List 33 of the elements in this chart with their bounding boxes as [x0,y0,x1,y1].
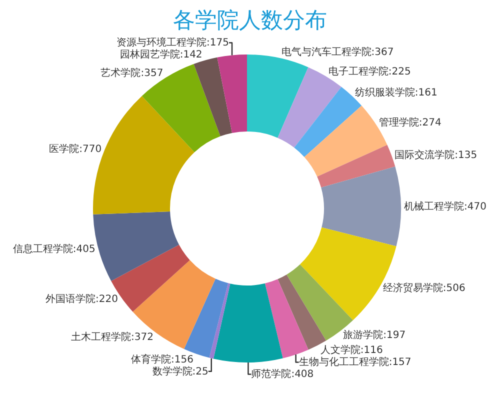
donut-slice [93,211,180,281]
donut-slice [317,144,396,188]
slice-label: 经济贸易学院:506 [382,282,466,294]
slice-label: 人文学院:116 [320,344,383,356]
donut-slice [304,106,388,177]
slice-label: 体育学院:156 [131,353,194,366]
slice-label: 资源与环境工程学院:175 [116,36,230,49]
slice-label: 艺术学院:357 [100,67,164,80]
donut-slice [142,64,220,152]
slice-label: 园林园艺学院:142 [120,48,202,61]
donut-slice [217,54,247,133]
slice-label: 医学院:770 [49,142,102,155]
donut-slice [194,57,232,136]
chart-title: 各学院人数分布 [173,8,327,34]
donut-slice [286,264,353,341]
slice-label: 机械工程学院:470 [404,200,486,212]
slice-label: 外国语学院:220 [46,293,118,306]
slice-label: 数学学院:25 [152,365,208,378]
slice-label: 生物与化工工程学院:157 [298,356,412,368]
donut-slice [321,166,401,246]
slice-label: 纺织服装学院:161 [354,86,438,99]
donut-slice [247,54,308,138]
slice-label: 国际交流学院:135 [394,148,478,161]
slice-label: 旅游学院:197 [343,328,406,341]
slice-label: 师范学院:408 [251,368,314,380]
slice-label: 电气与汽车工程学院:367 [281,46,394,58]
donut-slice [213,283,283,362]
slice-label: 信息工程学院:405 [12,243,96,256]
slice-label: 管理学院:274 [378,116,442,128]
slice-label: 土木工程学院:372 [70,330,154,343]
slice-label: 电子工程学院:225 [328,66,411,78]
donut-slice [209,283,230,359]
donut-slice [264,279,308,358]
